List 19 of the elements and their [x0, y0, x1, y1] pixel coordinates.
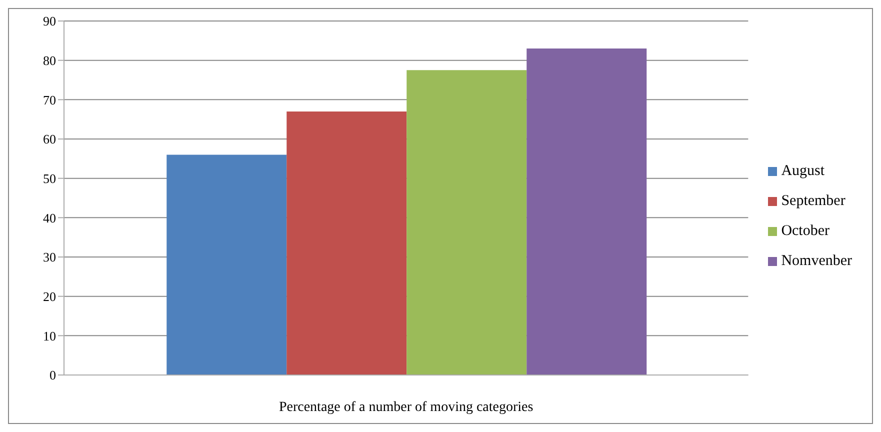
y-tick-label: 30: [43, 250, 56, 265]
y-tick-label: 60: [43, 132, 56, 147]
y-tick-label: 80: [43, 52, 56, 68]
y-tick-label: 70: [43, 92, 56, 108]
legend-label: September: [781, 193, 846, 209]
legend-label: August: [781, 163, 825, 179]
bar: [406, 70, 527, 375]
y-tick-label: 90: [43, 14, 56, 29]
bar: [166, 154, 287, 375]
y-tick-label: 10: [43, 328, 56, 344]
bar: [286, 111, 407, 375]
y-tick-label: 50: [43, 170, 56, 186]
y-tick-label: 0: [50, 368, 56, 383]
legend-label: Nomvenber: [781, 253, 852, 269]
y-tick-label: 40: [43, 210, 56, 226]
y-tick-label: 20: [43, 288, 56, 304]
x-axis-title: Percentage of a number of moving categories: [278, 400, 534, 415]
legend-label: October: [781, 223, 830, 239]
bar: [526, 48, 647, 375]
